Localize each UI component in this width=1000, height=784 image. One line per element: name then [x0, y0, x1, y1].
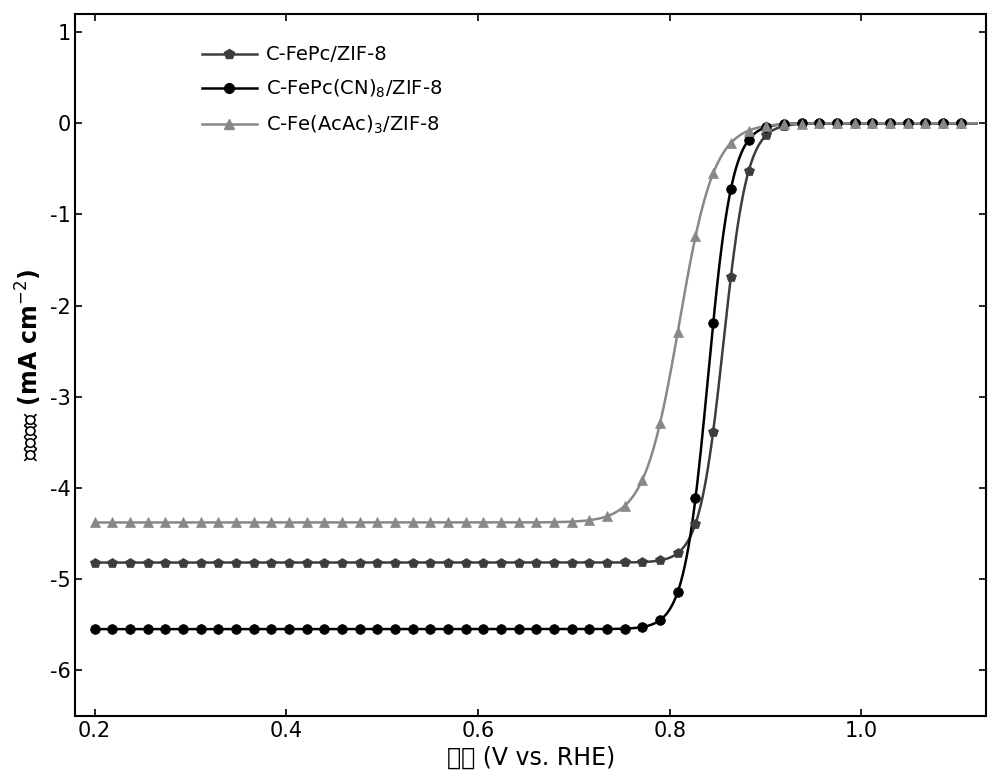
X-axis label: 电位 (V vs. RHE): 电位 (V vs. RHE)	[447, 746, 615, 770]
Legend: C-FePc/ZIF-8, C-FePc(CN)$_8$/ZIF-8, C-Fe(AcAc)$_3$/ZIF-8: C-FePc/ZIF-8, C-FePc(CN)$_8$/ZIF-8, C-Fe…	[194, 38, 450, 144]
Y-axis label: 电流密度 (mA cm$^{-2}$): 电流密度 (mA cm$^{-2}$)	[14, 268, 44, 461]
